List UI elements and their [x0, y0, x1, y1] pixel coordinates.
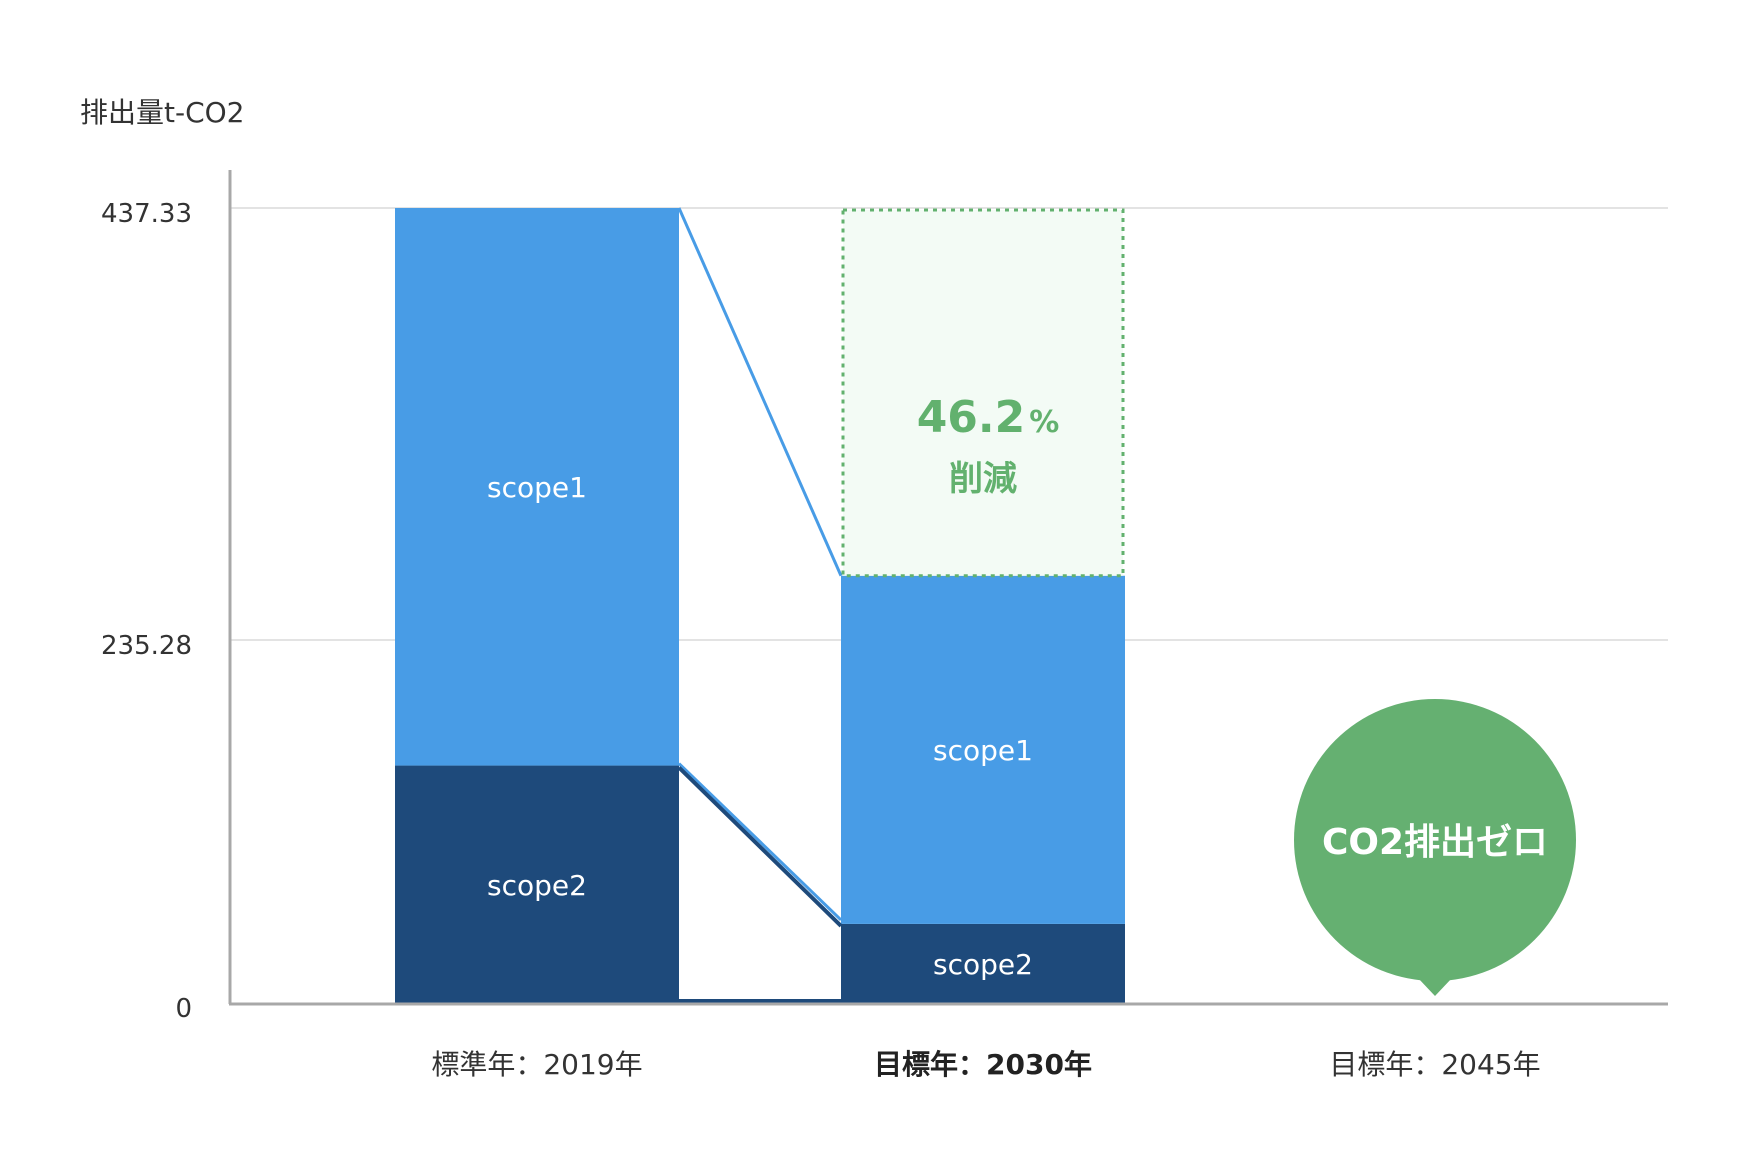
- bar-label-scope1-1: scope1: [933, 734, 1033, 767]
- reduction-box: [841, 208, 1125, 578]
- bar-label-scope2-0: scope2: [487, 869, 587, 902]
- connector-scope2-top: [677, 766, 843, 928]
- bar-scope1-1: [841, 575, 1125, 924]
- y-tick-label-2: 437.33: [101, 199, 192, 229]
- bar-scope2-1: [841, 923, 1125, 1004]
- bar-scope1-0: [395, 208, 679, 766]
- zero-emission-badge: CO2排出ゼロ: [1294, 699, 1576, 996]
- badge-circle: [1294, 699, 1576, 981]
- x-category-label-2: 目標年：2045年: [1329, 1048, 1540, 1081]
- reduction-unit: %: [1029, 405, 1059, 440]
- x-category-label-1: 目標年：2030年: [874, 1048, 1092, 1081]
- reduction-percent: 46.2%: [917, 392, 1060, 443]
- bar-label-scope1-0: scope1: [487, 471, 587, 504]
- y-axis-title: 排出量t-CO2: [80, 96, 245, 129]
- y-tick-label-0: 0: [175, 994, 192, 1024]
- connector-total: [677, 207, 843, 577]
- badge-text: CO2排出ゼロ: [1322, 822, 1548, 863]
- reduction-value: 46.2: [917, 392, 1026, 443]
- badge-pointer: [1418, 978, 1452, 996]
- bar-label-scope2-1: scope2: [933, 948, 1033, 981]
- bar-scope2-0: [395, 765, 679, 1004]
- x-category-label-0: 標準年：2019年: [431, 1048, 642, 1081]
- y-tick-label-1: 235.28: [101, 631, 192, 661]
- reduction-label: 削減: [949, 459, 1017, 499]
- connector-scope1-lower: [677, 762, 843, 921]
- bar-marks: scope2 scope1 scope2 scope1: [395, 207, 1125, 1004]
